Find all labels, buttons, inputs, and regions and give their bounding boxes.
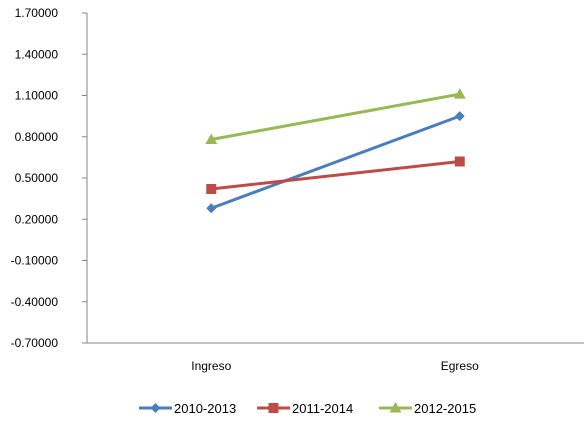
legend-label: 2011-2014	[292, 401, 353, 416]
data-point-marker	[206, 184, 217, 194]
series-line	[210, 114, 461, 210]
data-point-marker	[453, 88, 466, 99]
y-tick-label: -0.70000	[11, 336, 59, 350]
series-line	[210, 92, 461, 141]
data-point-marker	[206, 203, 217, 214]
y-tick-label: -0.10000	[11, 254, 59, 268]
y-tick-label: 0.80000	[15, 130, 59, 144]
series-lines	[210, 92, 461, 210]
legend-label: 2010-2013	[174, 401, 236, 416]
y-tick-label: 0.50000	[15, 171, 59, 185]
x-tick-label: Ingreso	[191, 359, 231, 373]
x-tick-label: Egreso	[441, 359, 479, 373]
data-point-marker	[205, 133, 218, 144]
y-tick-marks	[82, 12, 87, 344]
y-tick-label: -0.40000	[11, 295, 59, 309]
data-point-marker	[454, 111, 465, 122]
legend-swatch-marker	[389, 402, 402, 413]
y-tick-label: 0.20000	[15, 212, 59, 226]
series-markers	[205, 88, 466, 214]
legend-swatch-marker	[268, 403, 279, 413]
y-tick-label: 1.70000	[15, 6, 59, 20]
legend-swatch-marker	[150, 403, 161, 413]
legend: 2010-2013 2011-2014 2012-2015	[139, 401, 476, 416]
series-line	[211, 160, 460, 191]
y-tick-label: 1.40000	[15, 47, 59, 61]
legend-label: 2012-2015	[414, 401, 476, 416]
y-tick-label: 1.10000	[15, 89, 59, 103]
data-point-marker	[454, 156, 465, 167]
x-tick-labels: Ingreso Egreso	[191, 359, 479, 373]
y-tick-labels: 1.70000 1.40000 1.10000 0.80000 0.50000 0.200…	[11, 6, 59, 350]
